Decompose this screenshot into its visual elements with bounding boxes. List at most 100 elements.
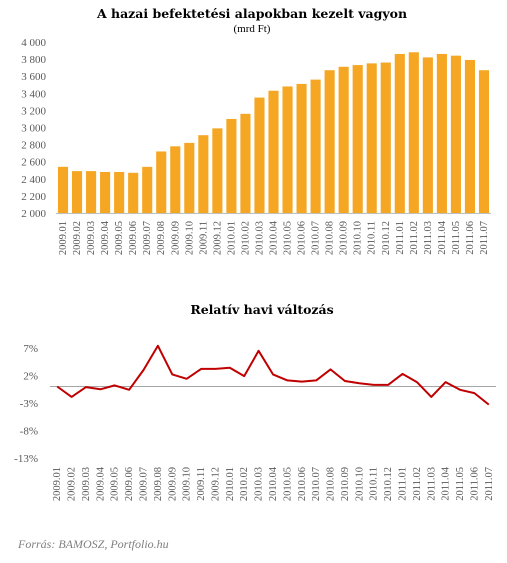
- bar-2010.08: [324, 70, 335, 213]
- bar-y-tick-label: 3 000: [21, 123, 46, 135]
- line-y-tick-label: 7%: [23, 343, 38, 355]
- bar-y-tick-label: 3 400: [21, 88, 46, 100]
- line-x-tick-label: 2009.12: [210, 467, 221, 501]
- bar-2009.06: [128, 172, 139, 213]
- line-y-tick-label: 2%: [23, 371, 38, 383]
- line-y-tick-label: -13%: [14, 453, 38, 465]
- bar-2009.01: [57, 166, 69, 213]
- line-x-tick-label: 2010.10: [354, 467, 365, 501]
- bar-2009.09: [170, 146, 181, 213]
- bar-2011.06: [464, 59, 476, 213]
- bar-y-tick-label: 2 000: [21, 208, 46, 220]
- bar-x-tick-label: 2010.11: [367, 221, 378, 255]
- line-x-tick-label: 2010.02: [239, 467, 250, 501]
- line-chart: -13%-8%-3%2%7%2009.01 2009.02 2009.03 2009.…: [14, 343, 496, 501]
- bar-2010.12: [380, 62, 391, 213]
- bar-x-tick-label: 2010.12: [381, 221, 392, 255]
- bar-x-tick-label: 2009.08: [156, 221, 167, 255]
- bar-x-tick-label: 2009.12: [212, 221, 223, 255]
- line-x-tick-label: 2010.07: [311, 467, 322, 501]
- line-x-tick-label: 2009.02: [67, 467, 78, 501]
- bar-x-tick-label: 2009.04: [100, 220, 111, 255]
- bar-2010.04: [268, 90, 279, 213]
- line-x-tick-label: 2010.01: [225, 467, 236, 501]
- bar-y-tick-label: 3 800: [21, 54, 46, 66]
- bar-2009.02: [71, 171, 83, 213]
- line-x-tick-label: 2011.06: [469, 467, 480, 501]
- bar-x-tick-label: 2010.10: [353, 221, 364, 255]
- bar-y-tick-label: 2 800: [21, 140, 46, 152]
- bar-x-tick-label: 2011.03: [423, 221, 434, 255]
- line-x-tick-label: 2011.02: [412, 467, 423, 501]
- bar-x-tick-label: 2010.09: [339, 221, 350, 255]
- line-x-tick-label: 2009.01: [52, 467, 63, 501]
- bar-2009.05: [114, 171, 125, 213]
- bar-2009.03: [86, 171, 97, 213]
- bar-2010.01: [226, 118, 237, 213]
- bar-2011.02: [408, 52, 419, 214]
- bar-2010.05: [282, 86, 293, 213]
- line-x-tick-label: 2011.04: [441, 466, 452, 500]
- bar-x-tick-label: 2010.08: [325, 221, 336, 255]
- line-x-tick-label: 2009.06: [124, 467, 135, 501]
- bar-x-tick-label: 2011.05: [451, 221, 462, 255]
- bar-x-tick-label: 2011.06: [465, 221, 476, 255]
- bar-2010.10: [352, 65, 363, 214]
- line-x-tick-label: 2010.09: [340, 467, 351, 501]
- bar-2010.07: [310, 79, 321, 214]
- bar-x-tick-label: 2009.11: [198, 221, 209, 255]
- line-x-tick-label: 2009.07: [139, 467, 150, 501]
- bar-x-tick-label: 2009.06: [128, 221, 139, 255]
- line-x-tick-label: 2009.08: [153, 467, 164, 501]
- line-y-tick-label: -3%: [20, 398, 38, 410]
- line-x-tick-label: 2011.07: [484, 467, 495, 501]
- bar-x-tick-label: 2010.07: [311, 221, 322, 255]
- line-x-tick-label: 2011.05: [455, 467, 466, 501]
- source-note: Forrás: BAMOSZ, Portfolio.hu: [17, 537, 169, 551]
- bar-x-tick-label: 2010.03: [254, 221, 265, 255]
- bar-2009.12: [212, 128, 223, 213]
- bar-x-tick-label: 2009.09: [170, 221, 181, 255]
- bar-x-tick-label: 2010.06: [297, 221, 308, 255]
- line-x-tick-label: 2010.05: [282, 467, 293, 501]
- bar-2010.06: [296, 83, 307, 214]
- line-x-tick-label: 2009.09: [167, 467, 178, 501]
- line-x-tick-label: 2010.12: [383, 467, 394, 501]
- bar-2009.07: [142, 166, 153, 213]
- line-x-tick-label: 2009.04: [95, 466, 106, 501]
- bar-2010.03: [254, 97, 265, 213]
- bar-2009.10: [184, 142, 195, 213]
- bar-2009.08: [156, 151, 167, 213]
- bar-2010.11: [366, 63, 377, 213]
- bar-chart: 2 000 2 200 2 400 2 600 2 800 3 000 3 200 3 400…: [21, 37, 491, 255]
- line-x-tick-label: 2010.11: [369, 467, 380, 501]
- bar-2011.03: [422, 57, 433, 213]
- line-x-tick-label: 2009.10: [182, 467, 193, 501]
- bar-x-tick-label: 2011.07: [479, 221, 490, 255]
- bar-x-tick-label: 2009.05: [114, 221, 125, 255]
- bar-x-tick-label: 2009.10: [184, 221, 195, 255]
- bar-x-tick-label: 2011.04: [437, 220, 448, 254]
- bar-2011.01: [394, 53, 405, 213]
- bar-chart-subtitle: (mrd Ft): [234, 23, 271, 35]
- bar-y-tick-label: 3 600: [21, 71, 46, 83]
- line-chart-title: Relatív havi változás: [190, 302, 333, 317]
- bar-x-tick-label: 2009.01: [58, 221, 69, 255]
- line-x-tick-label: 2009.03: [81, 467, 92, 501]
- bar-x-tick-label: 2010.04: [269, 220, 280, 255]
- line-x-tick-label: 2010.08: [326, 467, 337, 501]
- monthly-change-series-line: [56, 344, 490, 406]
- bar-2011.07: [478, 70, 490, 213]
- bar-y-tick-label: 4 000: [21, 37, 46, 49]
- bar-y-tick-label: 2 600: [21, 157, 46, 169]
- bar-x-tick-label: 2011.02: [409, 221, 420, 255]
- bar-2009.11: [198, 135, 209, 213]
- line-x-tick-label: 2011.01: [397, 467, 408, 501]
- bar-x-tick-label: 2011.01: [395, 221, 406, 255]
- bar-x-tick-label: 2009.02: [72, 221, 83, 255]
- bar-y-tick-label: 3 200: [21, 105, 46, 117]
- bar-y-tick-label: 2 200: [21, 191, 46, 203]
- line-x-tick-label: 2009.05: [110, 467, 121, 501]
- bar-x-tick-label: 2009.03: [86, 221, 97, 255]
